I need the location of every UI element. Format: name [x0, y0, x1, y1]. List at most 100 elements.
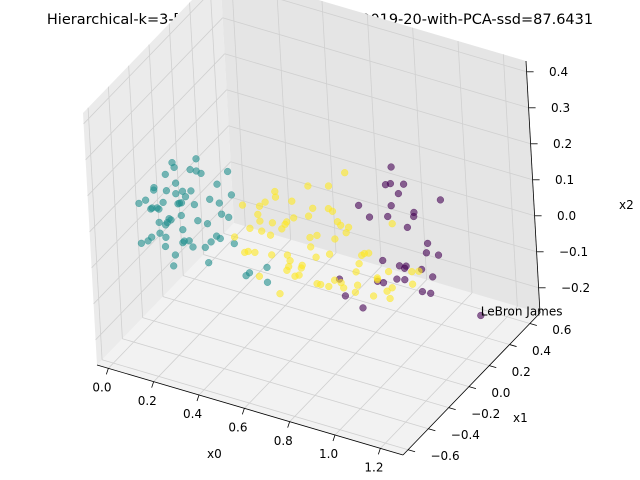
y-axis-line	[402, 312, 541, 456]
data-point-cluster-1	[141, 196, 150, 204]
data-point-cluster-0	[422, 249, 431, 257]
data-point-cluster-2	[388, 220, 396, 228]
z-axis-label: x2	[619, 198, 634, 212]
x-tick-label: 0.8	[274, 434, 293, 448]
data-point-cluster-2	[325, 250, 334, 258]
data-point-cluster-0	[400, 264, 409, 272]
z-tick-label: 0.1	[555, 173, 574, 187]
data-point-cluster-2	[295, 271, 303, 279]
grid-line	[203, 254, 510, 345]
data-point-cluster-0	[399, 180, 408, 188]
data-point-cluster-2	[283, 266, 291, 274]
grid-line	[230, 161, 537, 253]
data-point-cluster-2	[246, 224, 254, 232]
data-point-cluster-1	[194, 217, 202, 225]
data-point-cluster-2	[288, 197, 296, 205]
grid-line	[226, 89, 533, 181]
data-point-cluster-2	[408, 280, 417, 288]
data-point-cluster-1	[165, 215, 173, 223]
data-point-cluster-1	[206, 195, 214, 203]
y-tick-label: 0.2	[512, 365, 531, 379]
grid-line	[228, 125, 535, 217]
data-point-cluster-2	[365, 249, 373, 257]
data-point-cluster-1	[190, 200, 199, 209]
data-point-cluster-1	[144, 237, 152, 245]
grid-line	[89, 89, 227, 233]
data-point-cluster-2	[255, 272, 264, 280]
data-points	[135, 155, 485, 320]
data-point-cluster-2	[369, 292, 378, 300]
y-tick-label: 0.4	[532, 344, 551, 358]
data-point-cluster-0	[387, 163, 395, 171]
data-point-cluster-2	[255, 202, 264, 210]
data-point-cluster-0	[381, 181, 390, 189]
data-point-cluster-1	[161, 242, 170, 251]
grid-line	[122, 338, 429, 430]
data-point-cluster-1	[172, 190, 180, 198]
grid-line	[87, 107, 103, 360]
data-point-cluster-2	[330, 276, 339, 284]
grid-line	[289, 279, 427, 422]
data-point-cluster-2	[373, 275, 382, 284]
data-point-cluster-2	[251, 248, 259, 257]
grid-line	[502, 54, 518, 307]
data-point-cluster-0	[393, 275, 401, 283]
data-point-cluster-2	[324, 182, 333, 190]
data-point-cluster-2	[337, 221, 345, 229]
grid-line	[334, 292, 473, 436]
data-point-cluster-1	[185, 237, 193, 245]
z-tick-label: −0.2	[561, 281, 590, 295]
axis-lines	[96, 60, 541, 456]
grid-line	[232, 0, 246, 227]
x-tick-label: 0.0	[92, 381, 111, 395]
data-point-cluster-2	[325, 282, 333, 291]
data-point-cluster-1	[179, 226, 187, 234]
data-point-cluster-0	[423, 239, 432, 248]
data-point-cluster-2	[290, 214, 298, 222]
data-point-cluster-1	[215, 199, 223, 207]
data-point-cluster-1	[159, 198, 167, 207]
data-point-cluster-2	[304, 182, 312, 190]
data-point-cluster-1	[168, 158, 176, 167]
data-point-cluster-1	[162, 187, 171, 195]
data-point-cluster-0	[387, 202, 395, 210]
data-point-cluster-2	[340, 284, 348, 292]
data-point-cluster-1	[212, 232, 221, 240]
tick-mark	[151, 381, 155, 388]
data-point-cluster-2	[386, 294, 394, 303]
data-point-cluster-0	[379, 256, 387, 265]
data-point-cluster-2	[266, 231, 275, 239]
data-point-cluster-0	[477, 311, 485, 320]
data-point-cluster-1	[137, 239, 146, 247]
tick-mark	[509, 344, 517, 347]
grid-line	[380, 306, 518, 449]
data-point-cluster-1	[171, 179, 180, 187]
grid-line	[168, 23, 184, 276]
grid-lines	[83, 0, 539, 451]
x-axis-label: x0	[207, 447, 222, 461]
grid-line	[87, 53, 225, 197]
data-point-cluster-1	[187, 187, 195, 195]
data-point-cluster-1	[230, 239, 238, 248]
grid-line	[232, 197, 539, 289]
data-point-cluster-2	[331, 235, 339, 243]
data-point-cluster-2	[388, 284, 396, 292]
tick-mark	[332, 434, 336, 442]
data-point-cluster-2	[307, 243, 315, 251]
data-point-cluster-2	[241, 248, 249, 257]
data-point-cluster-2	[355, 260, 363, 268]
data-point-cluster-0	[365, 213, 374, 221]
data-point-cluster-1	[223, 167, 232, 176]
data-point-cluster-2	[297, 264, 305, 272]
tick-mark	[489, 365, 497, 368]
data-point-cluster-2	[306, 233, 314, 242]
tick-mark	[428, 428, 436, 432]
grid-line	[412, 27, 428, 280]
grid-line	[224, 53, 531, 145]
annotations: LeBron James	[481, 305, 563, 319]
data-point-cluster-2	[353, 281, 362, 289]
data-point-cluster-1	[175, 199, 184, 207]
data-point-cluster-2	[278, 225, 286, 233]
x-tick-label: 1.0	[319, 447, 338, 461]
